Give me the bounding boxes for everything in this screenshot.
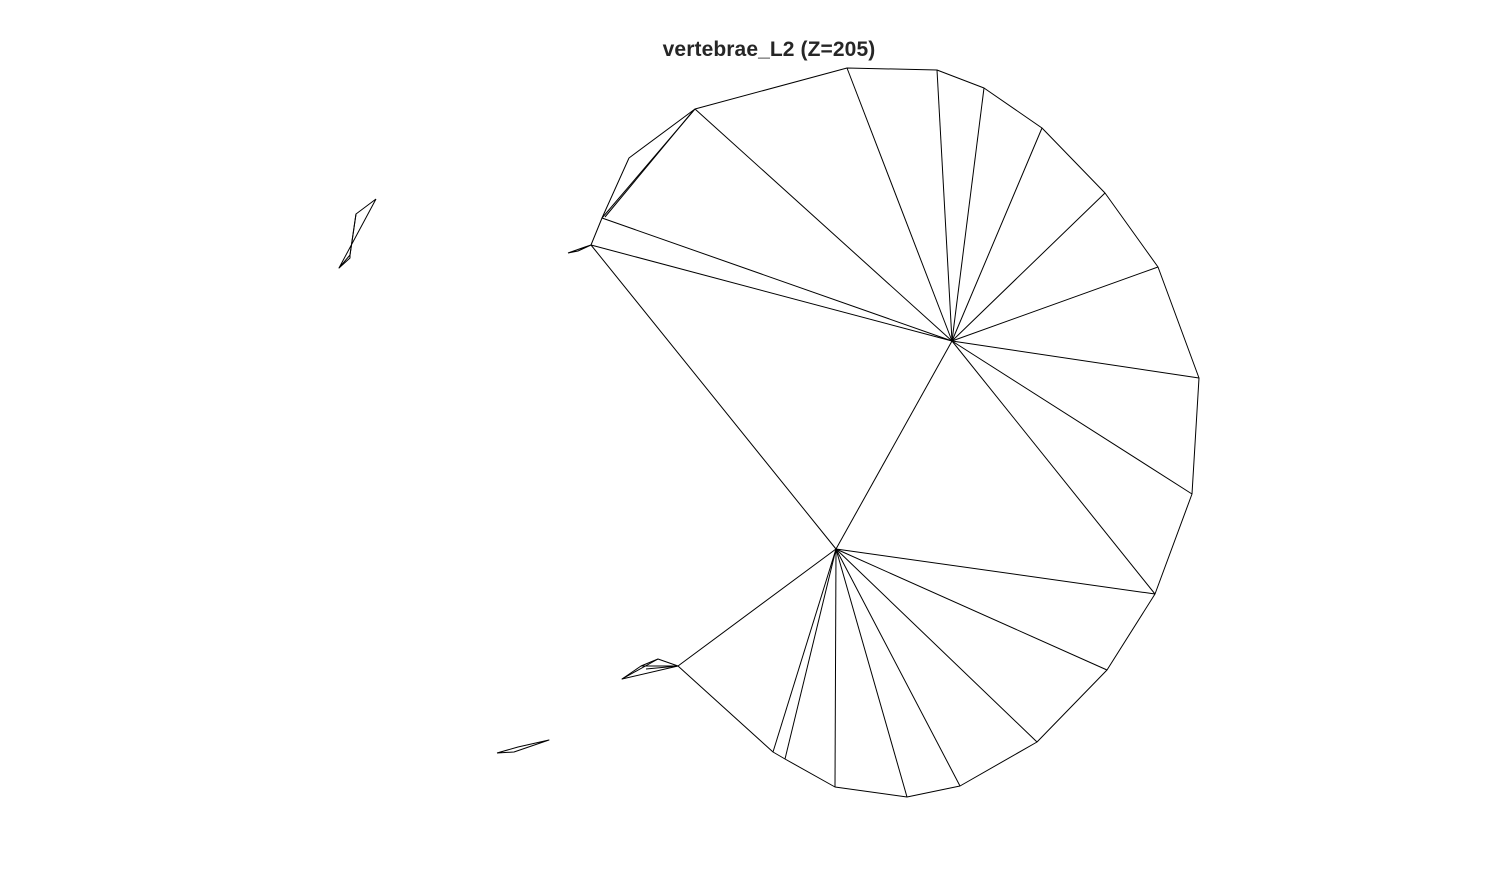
fragment-upper-left: [338, 198, 377, 269]
fragment-lower-mid: [621, 658, 679, 680]
fragment-lower-left: [496, 739, 550, 754]
vertebral-body-mesh: [590, 67, 1200, 798]
mesh-outline: [590, 67, 1200, 798]
fragment-sliver-top: [567, 244, 592, 254]
plot-title: vertebrae_L2 (Z=205): [662, 38, 876, 61]
